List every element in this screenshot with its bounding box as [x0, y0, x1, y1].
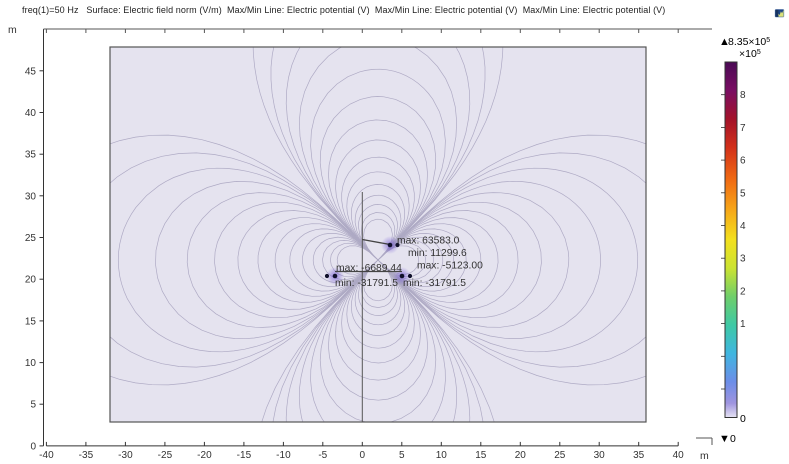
svg-text:2: 2	[740, 286, 746, 297]
svg-text:-5: -5	[318, 450, 327, 461]
svg-text:m: m	[700, 450, 709, 462]
svg-text:25: 25	[554, 450, 566, 461]
svg-text:45: 45	[25, 66, 37, 77]
svg-text:-40: -40	[39, 450, 54, 461]
svg-text:0: 0	[360, 450, 366, 461]
svg-text:3: 3	[740, 254, 746, 265]
svg-text:20: 20	[25, 275, 37, 286]
svg-text:6: 6	[740, 156, 746, 167]
svg-text:-35: -35	[79, 450, 94, 461]
svg-text:m: m	[8, 24, 17, 36]
svg-text:5: 5	[30, 400, 36, 411]
svg-text:10: 10	[25, 358, 37, 369]
svg-text:40: 40	[673, 450, 685, 461]
svg-text:max: 63583.0: max: 63583.0	[397, 236, 460, 247]
svg-text:20: 20	[515, 450, 527, 461]
svg-text:35: 35	[633, 450, 645, 461]
svg-text:0: 0	[30, 441, 36, 452]
svg-text:5: 5	[740, 188, 746, 199]
svg-text:8: 8	[740, 90, 746, 101]
svg-text:-25: -25	[158, 450, 173, 461]
svg-text:-20: -20	[197, 450, 212, 461]
svg-text:30: 30	[25, 191, 37, 202]
svg-text:-10: -10	[276, 450, 291, 461]
svg-text:min: -31791.5: min: -31791.5	[335, 278, 398, 289]
svg-text:5: 5	[399, 450, 405, 461]
svg-text:min: -31791.5: min: -31791.5	[403, 278, 466, 289]
svg-text:10: 10	[436, 450, 448, 461]
svg-text:15: 15	[475, 450, 487, 461]
svg-text:-30: -30	[118, 450, 133, 461]
svg-text:8.35×105: 8.35×105	[728, 36, 770, 48]
svg-text:35: 35	[25, 150, 37, 161]
svg-text:25: 25	[25, 233, 37, 244]
svg-text:max: -5123.00: max: -5123.00	[417, 261, 483, 272]
svg-text:max: -6689.44: max: -6689.44	[336, 263, 402, 274]
svg-text:0: 0	[730, 433, 736, 445]
svg-text:30: 30	[594, 450, 606, 461]
svg-text:15: 15	[25, 316, 37, 327]
svg-text:-15: -15	[237, 450, 252, 461]
svg-text:min: 11299.6: min: 11299.6	[408, 248, 467, 259]
svg-text:4: 4	[740, 221, 746, 232]
svg-text:▼: ▼	[719, 433, 730, 445]
svg-text:7: 7	[740, 123, 746, 134]
svg-text:40: 40	[25, 108, 37, 119]
svg-text:×105: ×105	[739, 48, 761, 60]
svg-text:1: 1	[740, 319, 746, 330]
svg-text:0: 0	[740, 413, 746, 425]
